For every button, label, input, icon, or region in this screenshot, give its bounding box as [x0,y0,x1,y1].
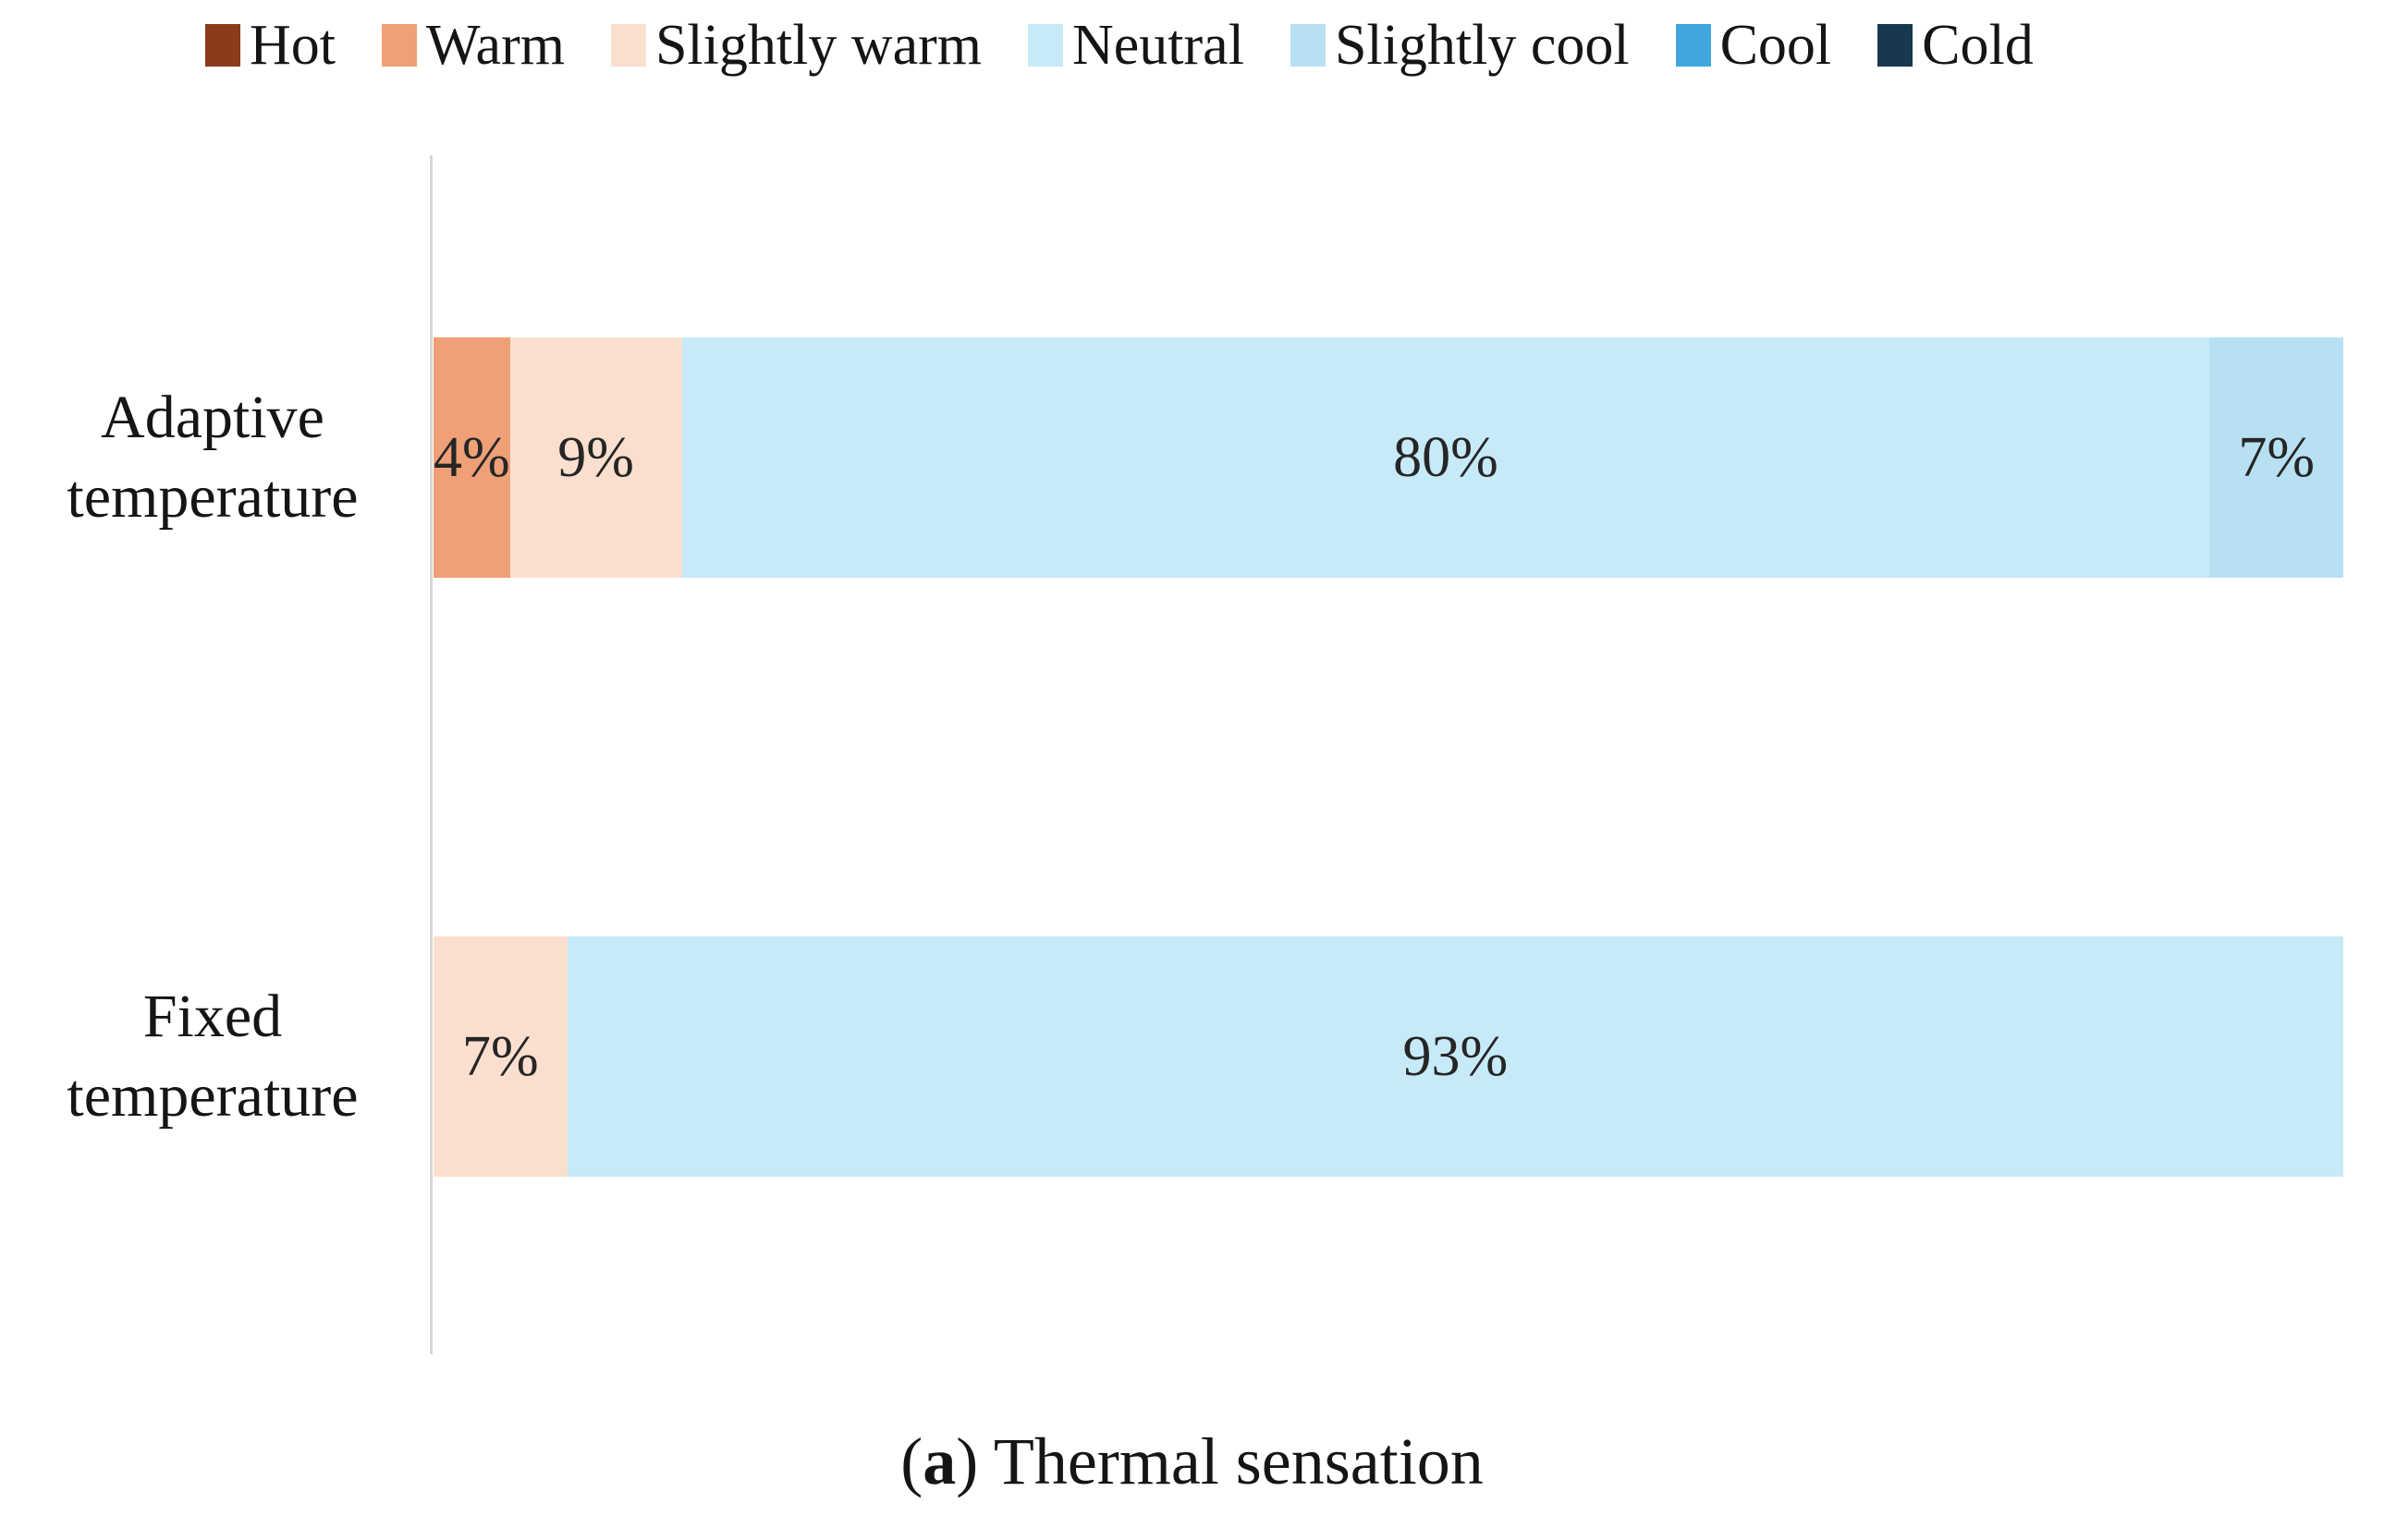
bar-fixed-temperature: 7% 93% [434,936,2343,1177]
data-label: 4% [433,426,510,489]
category-label-adaptive-temperature: Adaptive temperature [14,337,411,578]
data-label: 93% [1402,1025,1509,1088]
legend-item-warm: Warm [382,17,565,74]
legend-label: Slightly cool [1334,14,1630,77]
chart-legend: Hot Warm Slightly warm Neutral Slightly cool… [205,17,2034,74]
category-label-fixed-temperature: Fixed temperature [14,936,411,1177]
legend-label: Cool [1719,14,1832,77]
bar-segment-fixed-temperature-slightly-warm: 7% [434,936,568,1177]
legend-swatch-icon [610,24,646,67]
legend-swatch-icon [1877,24,1913,67]
legend-item-neutral: Neutral [1028,17,1244,74]
data-label: 7% [461,1025,539,1088]
bar-segment-adaptive-temperature-slightly-warm: 9% [509,337,682,578]
legend-item-slightly-cool: Slightly cool [1290,17,1630,74]
bar-segment-adaptive-temperature-slightly-cool: 7% [2209,337,2343,578]
bar-segment-adaptive-temperature-warm: 4% [434,337,510,578]
category-label-line: Fixed [142,983,283,1051]
legend-swatch-icon [1675,24,1711,67]
category-label-line: temperature [67,1062,359,1130]
legend-swatch-icon [1290,24,1326,67]
legend-label: Slightly warm [654,14,983,77]
legend-item-cool: Cool [1675,14,1832,77]
legend-label: Cold [1922,14,2034,77]
category-label-line: temperature [67,463,359,531]
bar-adaptive-temperature: 4% 9% 80% 7% [434,337,2343,578]
category-label-line: Adaptive [101,384,324,452]
legend-label: Hot [250,14,336,77]
caption-prefix: ( [900,1424,923,1498]
legend-swatch-icon [382,24,417,67]
legend-item-slightly-warm: Slightly warm [610,14,983,77]
data-label: 80% [1393,426,1498,489]
y-axis-line [430,155,433,1354]
legend-swatch-icon [1028,24,1064,67]
bar-segment-adaptive-temperature-neutral: 80% [681,337,2210,578]
legend-item-hot: Hot [205,17,336,74]
data-label: 7% [2238,426,2315,489]
figure-caption: (a) Thermal sensation [0,1422,2384,1501]
caption-suffix: ) Thermal sensation [956,1424,1484,1498]
caption-letter: a [923,1424,957,1498]
legend-label: Warm [426,14,565,77]
legend-item-cold: Cold [1877,17,2034,74]
bar-segment-fixed-temperature-neutral: 93% [567,936,2343,1177]
legend-label: Neutral [1072,14,1244,77]
data-label: 9% [557,426,634,489]
legend-swatch-icon [205,24,240,67]
